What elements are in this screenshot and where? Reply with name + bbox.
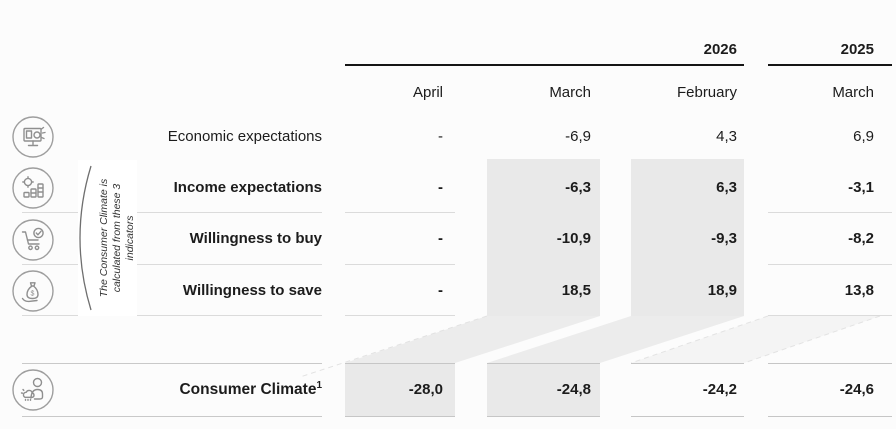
table-bottom-separator: [345, 315, 455, 316]
row-label-consumer-climate: Consumer Climate1: [115, 379, 322, 401]
summary-value-march26: -24,8: [487, 363, 600, 417]
svg-text:$: $: [31, 291, 35, 298]
value-save-march25: 13,8: [844, 282, 874, 299]
value-economic-february: 4,3: [716, 128, 737, 145]
row-label-economic-expectations: Economic expectations: [167, 128, 322, 145]
value-save-march26: 18,5: [561, 282, 591, 299]
summary-row-top-rule: [22, 363, 322, 364]
row-separator: [768, 212, 892, 213]
summary-value-april: -28,0: [345, 363, 455, 417]
summary-row-bottom-rule: [22, 416, 322, 417]
row-separator: [22, 212, 322, 213]
row-label-willingness-to-save: Willingness to save: [182, 282, 322, 299]
table-bottom-separator: [768, 315, 892, 316]
value-buy-march25: -8,2: [848, 230, 874, 247]
highlight-column-march-2026: [487, 159, 600, 316]
row-separator: [345, 212, 455, 213]
note-text-line1: The Consumer Climate is: [98, 178, 110, 298]
row-separator: [345, 264, 455, 265]
highlight-column-february-2026: [631, 159, 744, 316]
row-separator: [22, 264, 322, 265]
note-brace: [79, 165, 92, 311]
person-weather-climate-icon: [11, 368, 55, 412]
column-header-march-2026: March: [549, 84, 591, 101]
value-save-april: -: [438, 282, 443, 299]
value-income-march25: -3,1: [848, 179, 874, 196]
table-bottom-separator: [22, 315, 322, 316]
value-income-february: 6,3: [716, 179, 737, 196]
year-header-2026: 2026: [703, 41, 737, 58]
value-income-april: -: [438, 179, 443, 196]
value-economic-march25: 6,9: [853, 128, 874, 145]
value-buy-february: -9,3: [711, 230, 737, 247]
year-rule-2025: [768, 64, 892, 66]
column-header-february-2026: February: [676, 84, 737, 101]
monitor-economy-icon: [11, 115, 55, 159]
row-label-willingness-to-buy: Willingness to buy: [189, 230, 322, 247]
value-buy-march26: -10,9: [556, 230, 591, 247]
cart-check-icon: [11, 218, 55, 262]
footnote-marker: 1: [316, 380, 322, 391]
column-header-march-2025: March: [832, 84, 874, 101]
row-separator: [768, 264, 892, 265]
year-rule-2026: [345, 64, 744, 66]
summary-value-march25: -24,6: [768, 363, 892, 417]
consumer-climate-label-text: Consumer Climate: [179, 381, 317, 398]
value-save-february: 18,9: [707, 282, 737, 299]
value-economic-march26: -6,9: [565, 128, 591, 145]
hand-money-bag-icon: $: [11, 269, 55, 313]
value-economic-april: -: [438, 128, 443, 145]
summary-value-february: -24,2: [631, 363, 744, 417]
coins-income-icon: [11, 166, 55, 210]
note-text-line2: calculated from these 3: [111, 183, 123, 293]
value-income-march26: -6,3: [565, 179, 591, 196]
value-buy-april: -: [438, 230, 443, 247]
row-label-income-expectations: Income expectations: [173, 179, 322, 196]
note-text-line3: indicators: [124, 215, 136, 261]
consumer-climate-note: The Consumer Climate is calculated from …: [78, 160, 137, 316]
note-text: The Consumer Climate is calculated from …: [98, 160, 137, 316]
column-header-april-2026: April: [412, 84, 443, 101]
year-header-2025: 2025: [840, 41, 874, 58]
